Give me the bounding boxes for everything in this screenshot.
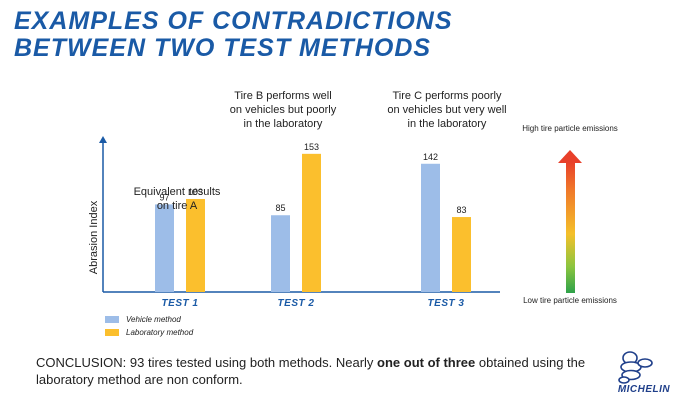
michelin-wordmark: MICHELIN (617, 384, 671, 395)
annotation-tire-a: Equivalent results on tire A (133, 186, 221, 212)
legend-label-vehicle: Vehicle method (126, 315, 181, 324)
legend-label-laboratory: Laboratory method (126, 328, 194, 337)
annotation-tire-c: Tire C performs poorly on vehicles but v… (387, 90, 507, 130)
y-axis-arrow (99, 136, 107, 143)
scale-bottom-label: Low tire particle emissions (523, 296, 617, 305)
data-label-vehicle-test-1: 97 (159, 192, 169, 202)
legend-item-laboratory: Laboratory method (105, 326, 193, 339)
legend-swatch-vehicle (105, 316, 119, 323)
data-label-vehicle-test-2: 85 (275, 203, 285, 213)
conclusion-part-1: CONCLUSION: 93 tires tested using both m… (36, 355, 378, 370)
x-tick-label-test-1: TEST 1 (162, 298, 199, 309)
data-label-vehicle-test-3: 142 (423, 152, 438, 162)
data-label-laboratory-test-2: 153 (304, 142, 319, 152)
conclusion-part-2: obtained using the laboratory method are… (36, 355, 586, 387)
annotation-tire-b: Tire B performs well on vehicles but poo… (229, 90, 337, 130)
title-line-1: EXAMPLES OF CONTRADICTIONS (14, 7, 453, 35)
scale-arrow-head (558, 150, 582, 163)
page-title: EXAMPLES OF CONTRADICTIONS BETWEEN TWO T… (14, 8, 453, 62)
conclusion-text: CONCLUSION: 93 tires tested using both m… (36, 354, 596, 388)
legend-item-vehicle: Vehicle method (105, 313, 193, 326)
emissions-gradient-scale (566, 162, 575, 293)
x-tick-label-test-2: TEST 2 (278, 298, 315, 309)
bar-vehicle-test-2 (271, 215, 290, 292)
title-line-2: BETWEEN TWO TEST METHODS (14, 34, 432, 62)
bar-laboratory-test-1 (186, 198, 205, 292)
legend: Vehicle method Laboratory method (105, 313, 193, 339)
bar-vehicle-test-1 (155, 204, 174, 292)
bar-vehicle-test-3 (421, 163, 440, 292)
conclusion-bold: one out of three (377, 355, 476, 370)
y-axis-label: Abrasion Index (88, 200, 100, 274)
michelin-logo (618, 351, 653, 384)
bar-laboratory-test-2 (302, 153, 321, 292)
data-label-laboratory-test-1: 103 (188, 187, 203, 197)
x-tick-label-test-3: TEST 3 (428, 298, 465, 309)
data-label-laboratory-test-3: 83 (456, 205, 466, 215)
scale-top-label: High tire particle emissions (522, 124, 618, 133)
bar-laboratory-test-3 (452, 217, 471, 292)
legend-swatch-laboratory (105, 329, 119, 336)
